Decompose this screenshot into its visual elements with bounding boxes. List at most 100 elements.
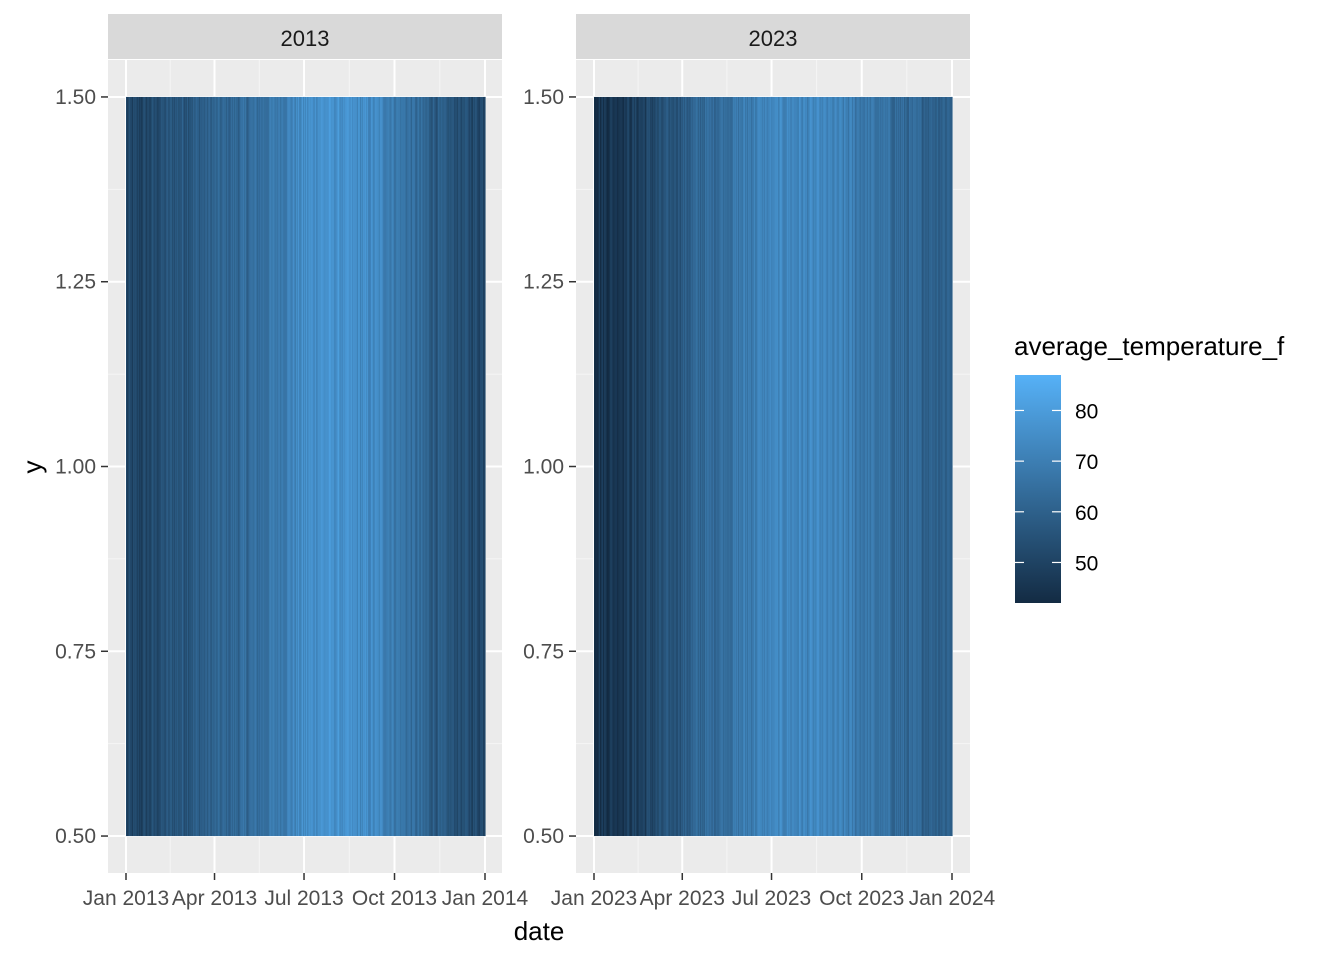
heat-tile	[808, 96, 811, 837]
heat-tile	[398, 96, 401, 837]
heat-tile	[184, 96, 186, 837]
heat-tile	[481, 96, 483, 837]
facet-strip	[108, 14, 502, 59]
heat-tile	[895, 96, 897, 837]
heat-tile	[349, 96, 351, 837]
heat-tile	[937, 96, 939, 837]
heat-tile	[667, 96, 670, 837]
heat-tile	[461, 96, 463, 837]
heat-tile	[250, 96, 253, 837]
heat-tile	[280, 96, 282, 837]
heat-tile	[427, 96, 430, 837]
heat-tile	[333, 96, 336, 837]
heat-tile	[722, 96, 725, 837]
heat-tile	[846, 96, 848, 837]
heat-tile	[711, 96, 714, 837]
heat-tile	[178, 96, 180, 837]
heat-tile	[147, 96, 150, 837]
heat-tile	[699, 96, 702, 837]
heat-tile	[127, 96, 130, 837]
heat-tile	[471, 96, 473, 837]
heat-tile	[626, 96, 628, 837]
heat-tile	[611, 96, 614, 837]
heat-tile	[682, 96, 684, 837]
heat-tile	[715, 96, 718, 837]
heat-tile	[639, 96, 641, 837]
y-tick-label: 1.50	[523, 86, 564, 109]
heat-tile	[758, 96, 761, 837]
heat-tile	[743, 96, 745, 837]
heat-tile	[381, 96, 384, 837]
heat-tile	[841, 96, 843, 837]
heat-tile	[718, 96, 721, 837]
heat-tile	[298, 96, 300, 837]
heat-tile	[276, 96, 279, 837]
heat-tile	[871, 96, 874, 837]
heat-tile	[449, 96, 452, 837]
heat-tile	[853, 96, 856, 837]
heat-tile	[943, 96, 945, 837]
heat-tile	[311, 96, 314, 837]
heat-tile	[183, 96, 185, 837]
legend-label: 80	[1075, 400, 1098, 423]
heat-tile	[476, 96, 478, 837]
heat-tile	[597, 96, 600, 837]
heat-tile	[793, 96, 795, 837]
heat-tile	[440, 96, 443, 837]
heat-tile	[201, 96, 204, 837]
heat-tile	[237, 96, 239, 837]
heat-tile	[165, 96, 167, 837]
heat-tile	[318, 96, 321, 837]
heat-tile	[666, 96, 669, 837]
heat-tile	[310, 96, 313, 837]
heat-tile	[467, 96, 469, 837]
heat-tile	[892, 96, 894, 837]
heat-tile	[924, 96, 927, 837]
heat-tile	[723, 96, 726, 837]
heat-tile	[188, 96, 191, 837]
heat-tile	[827, 96, 830, 837]
heat-tile	[874, 96, 877, 837]
heat-tile	[401, 96, 403, 837]
heat-tile	[909, 96, 912, 837]
heat-tile	[646, 96, 649, 837]
heat-tile	[253, 96, 256, 837]
heat-tile	[766, 96, 769, 837]
heat-tile	[131, 96, 134, 837]
heat-tile	[929, 96, 932, 837]
heat-tile	[620, 96, 623, 837]
heat-tile	[174, 96, 176, 837]
heat-tile	[610, 96, 613, 837]
heat-tile	[369, 96, 372, 837]
heat-tile	[845, 96, 847, 837]
heat-tile	[279, 96, 282, 837]
y-tick-label: 1.00	[55, 456, 96, 479]
heat-tile	[664, 96, 667, 837]
heat-tile	[770, 96, 773, 837]
heat-tile	[379, 96, 382, 837]
y-tick-label: 0.75	[55, 640, 96, 663]
heat-tile	[936, 96, 938, 837]
heat-tile	[334, 96, 337, 837]
heat-tile	[949, 96, 951, 837]
heat-tile	[380, 96, 383, 837]
heat-tile	[898, 96, 900, 837]
heat-tile	[240, 96, 242, 837]
heat-tile	[694, 96, 696, 837]
heat-tile	[314, 96, 317, 837]
heat-tile	[406, 96, 408, 837]
heat-tile	[190, 96, 193, 837]
heat-tile	[370, 96, 373, 837]
heat-tile	[921, 96, 924, 837]
heat-tile	[140, 96, 143, 837]
heat-tile	[139, 96, 142, 837]
facet-strip	[576, 14, 970, 59]
heat-tile	[229, 96, 231, 837]
heat-tile	[609, 96, 612, 837]
heat-tile	[339, 96, 342, 837]
heat-tile	[788, 96, 790, 837]
heat-tile	[651, 96, 654, 837]
heat-tile	[638, 96, 640, 837]
heat-tile	[608, 96, 611, 837]
heat-tile	[480, 96, 482, 837]
